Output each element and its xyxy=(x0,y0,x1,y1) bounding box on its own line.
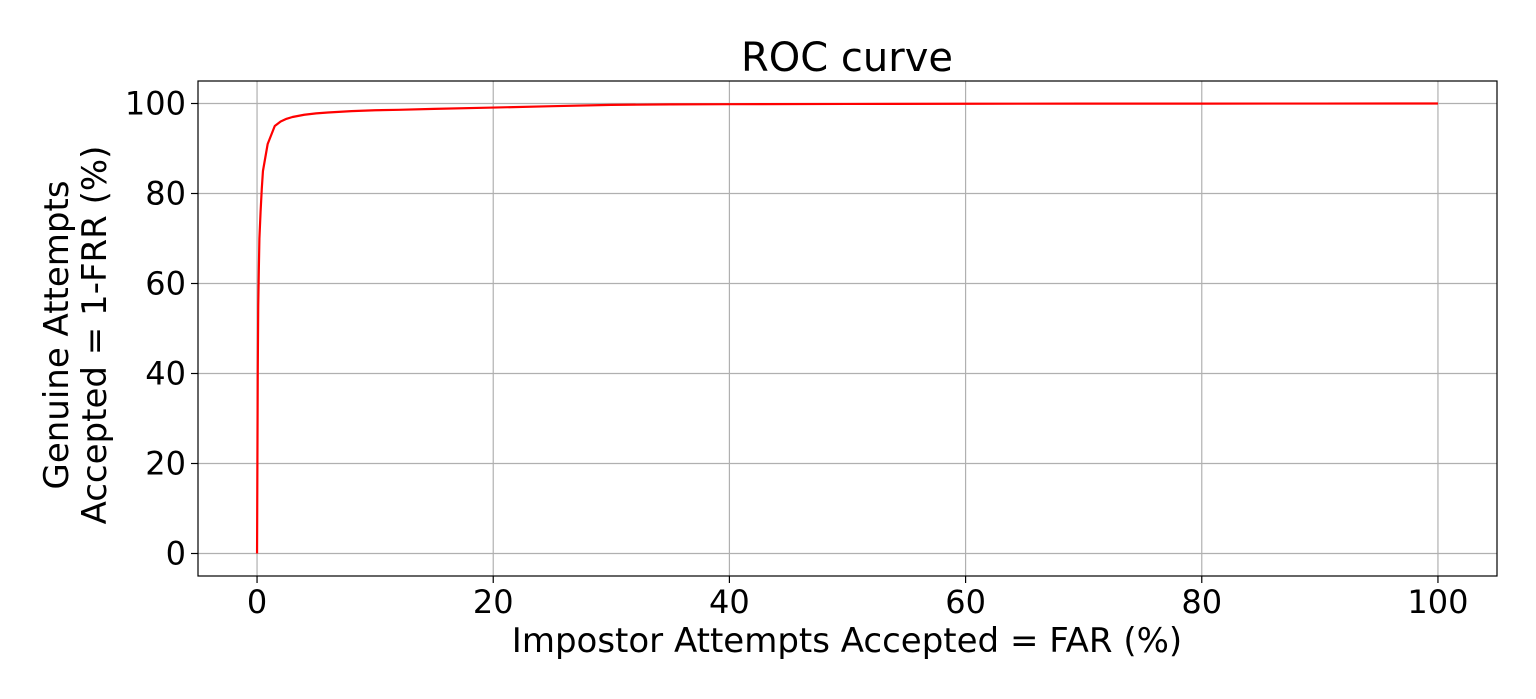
chart-title: ROC curve xyxy=(741,35,953,81)
y-tick-label: 0 xyxy=(166,535,186,573)
y-tick-label: 20 xyxy=(145,445,186,483)
y-tick-label: 80 xyxy=(145,175,186,213)
x-axis-label: Impostor Attempts Accepted = FAR (%) xyxy=(512,621,1182,661)
x-tick-label: 20 xyxy=(473,583,514,621)
y-tick-label: 100 xyxy=(125,85,186,123)
x-tick-label: 0 xyxy=(247,583,267,621)
y-tick-label: 60 xyxy=(145,265,186,303)
y-tick-label: 40 xyxy=(145,355,186,393)
y-axis-label-line-2: Accepted = 1-FRR (%) xyxy=(75,146,115,525)
y-axis-ticks: 0 20 40 60 80 100 xyxy=(125,85,198,573)
y-axis-label-line-1: Genuine Attempts xyxy=(37,180,77,489)
x-tick-label: 60 xyxy=(945,583,986,621)
plot-area xyxy=(255,102,1438,554)
axes-frame xyxy=(197,80,1498,577)
roc-series-line xyxy=(255,102,1438,554)
x-axis-ticks: 0 20 40 60 80 100 xyxy=(247,576,1468,621)
x-tick-label: 80 xyxy=(1181,583,1222,621)
x-tick-label: 40 xyxy=(709,583,750,621)
x-tick-label: 100 xyxy=(1407,583,1468,621)
grid xyxy=(198,81,1497,576)
